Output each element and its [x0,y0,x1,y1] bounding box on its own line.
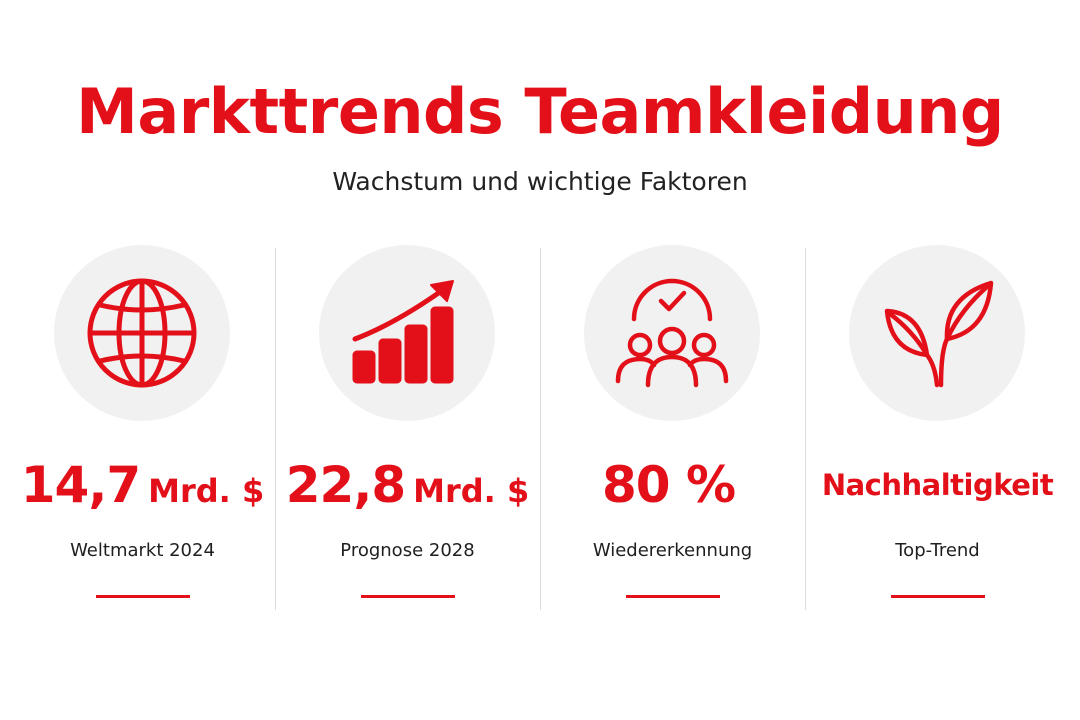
stat-label: Wiedererkennung [592,540,753,561]
stat-value: Nachhaltigkeit [821,468,1054,502]
stat-label: Top-Trend [895,540,980,561]
stat-number: 14,7 [20,456,141,514]
team-check-icon [615,278,729,388]
accent-underline [96,595,190,598]
page-title: Markttrends Teamkleidung [76,75,1004,148]
leaf-icon [884,280,994,388]
accent-underline [891,595,985,598]
icon-circle [319,245,495,421]
stat-value: 14,7 Mrd. $ [10,452,275,530]
stat-card-forecast: 22,8 Mrd. $ Prognose 2028 [275,240,540,620]
accent-underline [626,595,720,598]
globe-icon [87,278,197,388]
stat-unit: Mrd. $ [413,472,530,510]
stat-value: 22,8 Mrd. $ [275,452,540,530]
stat-label: Prognose 2028 [340,540,475,561]
column-divider [805,248,806,610]
icon-circle [849,245,1025,421]
column-divider [540,248,541,610]
icon-circle [54,245,230,421]
accent-underline [361,595,455,598]
stat-label: Weltmarkt 2024 [70,540,215,561]
stat-value: 80 % [540,452,805,530]
stat-number: 80 % [601,456,736,514]
stats-row: 14,7 Mrd. $ Weltmarkt 2024 22,8 Mrd. $ Pro… [10,240,1070,620]
growth-chart-icon [352,280,454,384]
stat-card-top-trend: Nachhaltigkeit Top-Trend [805,240,1070,620]
icon-circle [584,245,760,421]
stat-card-recognition: 80 % Wiedererkennung [540,240,805,620]
stat-card-world-market: 14,7 Mrd. $ Weltmarkt 2024 [10,240,275,620]
column-divider [275,248,276,610]
stat-number: 22,8 [285,456,406,514]
page-subtitle: Wachstum und wichtige Faktoren [332,167,748,196]
stat-unit: Mrd. $ [148,472,265,510]
